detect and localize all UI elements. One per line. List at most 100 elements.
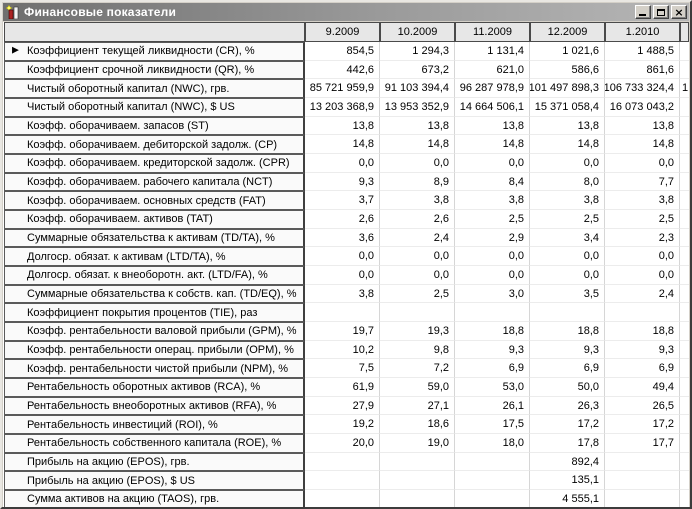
cell-11.2009[interactable]: 96 287 978,9 <box>455 79 530 99</box>
cell-11.2009[interactable]: 1 131,4 <box>455 42 530 61</box>
cell-1.2010[interactable]: 2,4 <box>605 284 680 304</box>
cell-partial-column[interactable] <box>680 135 689 155</box>
cell-11.2009[interactable]: 13,8 <box>455 116 530 136</box>
table-row[interactable]: Сумма активов на акцию (TAOS), грв. 4 555… <box>3 490 689 507</box>
cell-partial-column[interactable] <box>680 359 689 379</box>
row-label[interactable]: Сумма активов на акцию (TAOS), грв. <box>4 490 305 507</box>
cell-11.2009[interactable]: 2,5 <box>455 210 530 229</box>
cell-1.2010[interactable]: 2,5 <box>605 210 680 229</box>
cell-partial-column[interactable] <box>680 61 689 80</box>
cell-12.2009[interactable]: 15 371 058,4 <box>530 98 605 117</box>
cell-11.2009[interactable]: 2,9 <box>455 228 530 248</box>
cell-11.2009[interactable]: 9,3 <box>455 340 530 360</box>
table-row[interactable]: Коэфф. оборачиваем. дебиторской задолж. … <box>3 135 689 155</box>
table-row[interactable]: Коэффициент покрытия процентов (TIE), ра… <box>3 303 689 323</box>
cell-9.2009[interactable]: 442,6 <box>305 60 380 80</box>
row-label[interactable]: Суммарные обязательства к активам (TD/TA… <box>4 228 305 248</box>
cell-partial-column[interactable] <box>680 453 689 472</box>
row-label[interactable]: Коэфф. оборачиваем. кредиторской задолж.… <box>4 154 305 173</box>
row-label[interactable]: Рентабельность инвестиций (ROI), % <box>4 415 305 435</box>
cell-1.2010[interactable] <box>605 490 680 507</box>
cell-12.2009[interactable] <box>530 303 605 323</box>
row-label[interactable]: Рентабельность оборотных активов (RCA), … <box>4 378 305 397</box>
cell-12.2009[interactable]: 4 555,1 <box>530 490 605 507</box>
cell-11.2009[interactable] <box>455 490 530 507</box>
table-row[interactable]: Коэфф. рентабельности операц. прибыли (O… <box>3 340 689 360</box>
cell-12.2009[interactable]: 135,1 <box>530 471 605 491</box>
row-label[interactable]: ▶ Коэффициент текущей ликвидности (CR), % <box>4 42 305 61</box>
cell-11.2009[interactable]: 8,4 <box>455 172 530 192</box>
cell-1.2010[interactable]: 1 488,5 <box>605 42 680 61</box>
table-row[interactable]: Рентабельность инвестиций (ROI), % 19,2 18… <box>3 415 689 435</box>
cell-9.2009[interactable] <box>305 452 380 472</box>
row-label[interactable]: Коэфф. рентабельности чистой прибыли (NP… <box>4 359 305 379</box>
cell-12.2009[interactable]: 50,0 <box>530 378 605 397</box>
row-label[interactable]: Коэфф. оборачиваем. рабочего капитала (N… <box>4 172 305 192</box>
cell-12.2009[interactable]: 101 497 898,3 <box>530 79 605 99</box>
cell-partial-column[interactable] <box>680 285 689 304</box>
cell-9.2009[interactable]: 27,9 <box>305 396 380 416</box>
row-label[interactable]: Суммарные обязательства к собств. кап. (… <box>4 284 305 304</box>
cell-1.2010[interactable]: 0,0 <box>605 154 680 173</box>
minimize-button[interactable] <box>635 5 651 19</box>
table-row[interactable]: Чистый оборотный капитал (NWC), $ US 13 2… <box>3 98 689 117</box>
table-row[interactable]: Коэффициент срочной ликвидности (QR), % 4… <box>3 60 689 80</box>
cell-10.2009[interactable]: 7,2 <box>380 359 455 379</box>
cell-10.2009[interactable] <box>380 471 455 491</box>
cell-1.2010[interactable]: 2,3 <box>605 228 680 248</box>
cell-partial-column[interactable]: 1 <box>680 79 689 99</box>
cell-12.2009[interactable]: 892,4 <box>530 452 605 472</box>
cell-partial-column[interactable] <box>680 303 689 323</box>
table-row[interactable]: Рентабельность внеоборотных активов (RFA… <box>3 396 689 416</box>
cell-partial-column[interactable] <box>680 42 689 61</box>
row-label[interactable]: Рентабельность собственного капитала (RO… <box>4 434 305 453</box>
cell-9.2009[interactable]: 0,0 <box>305 266 380 285</box>
cell-10.2009[interactable]: 27,1 <box>380 396 455 416</box>
cell-1.2010[interactable] <box>605 452 680 472</box>
cell-9.2009[interactable]: 19,7 <box>305 322 380 341</box>
row-label[interactable]: Коэфф. рентабельности валовой прибыли (G… <box>4 322 305 341</box>
cell-11.2009[interactable]: 6,9 <box>455 359 530 379</box>
table-row[interactable]: Коэфф. оборачиваем. рабочего капитала (N… <box>3 172 689 192</box>
row-label[interactable]: Долгоср. обязат. к внеоборотн. акт. (LTD… <box>4 266 305 285</box>
cell-1.2010[interactable] <box>605 471 680 491</box>
cell-10.2009[interactable]: 1 294,3 <box>380 42 455 61</box>
cell-partial-column[interactable] <box>680 247 689 267</box>
table-row[interactable]: Прибыль на акцию (EPOS), $ US 135,1 <box>3 471 689 491</box>
cell-10.2009[interactable]: 0,0 <box>380 154 455 173</box>
cell-9.2009[interactable]: 3,8 <box>305 284 380 304</box>
row-label[interactable]: Коэффициент покрытия процентов (TIE), ра… <box>4 303 305 323</box>
cell-9.2009[interactable]: 0,0 <box>305 154 380 173</box>
cell-9.2009[interactable] <box>305 471 380 491</box>
title-bar[interactable]: Финансовые показатели × <box>3 3 689 21</box>
cell-1.2010[interactable]: 7,7 <box>605 172 680 192</box>
cell-12.2009[interactable]: 14,8 <box>530 135 605 155</box>
cell-1.2010[interactable]: 9,3 <box>605 340 680 360</box>
cell-9.2009[interactable]: 85 721 959,9 <box>305 79 380 99</box>
cell-11.2009[interactable]: 3,8 <box>455 191 530 211</box>
cell-partial-column[interactable] <box>680 490 689 507</box>
cell-9.2009[interactable]: 13,8 <box>305 116 380 136</box>
cell-1.2010[interactable]: 0,0 <box>605 247 680 267</box>
cell-partial-column[interactable] <box>680 154 689 173</box>
cell-1.2010[interactable]: 3,8 <box>605 191 680 211</box>
table-row[interactable]: Долгоср. обязат. к активам (LTD/TA), % 0,… <box>3 247 689 267</box>
cell-1.2010[interactable]: 17,2 <box>605 415 680 435</box>
cell-12.2009[interactable]: 26,3 <box>530 396 605 416</box>
cell-10.2009[interactable]: 0,0 <box>380 266 455 285</box>
cell-1.2010[interactable]: 106 733 324,4 <box>605 79 680 99</box>
table-row[interactable]: Коэфф. оборачиваем. кредиторской задолж.… <box>3 154 689 173</box>
cell-9.2009[interactable]: 3,7 <box>305 191 380 211</box>
cell-12.2009[interactable]: 586,6 <box>530 60 605 80</box>
cell-1.2010[interactable]: 0,0 <box>605 266 680 285</box>
cell-11.2009[interactable]: 14 664 506,1 <box>455 98 530 117</box>
cell-12.2009[interactable]: 18,8 <box>530 322 605 341</box>
cell-10.2009[interactable]: 59,0 <box>380 378 455 397</box>
row-label[interactable]: Рентабельность внеоборотных активов (RFA… <box>4 396 305 416</box>
cell-10.2009[interactable]: 2,5 <box>380 284 455 304</box>
cell-9.2009[interactable]: 854,5 <box>305 42 380 61</box>
cell-12.2009[interactable]: 9,3 <box>530 340 605 360</box>
cell-partial-column[interactable] <box>680 98 689 117</box>
cell-10.2009[interactable]: 19,0 <box>380 434 455 453</box>
cell-10.2009[interactable]: 9,8 <box>380 340 455 360</box>
